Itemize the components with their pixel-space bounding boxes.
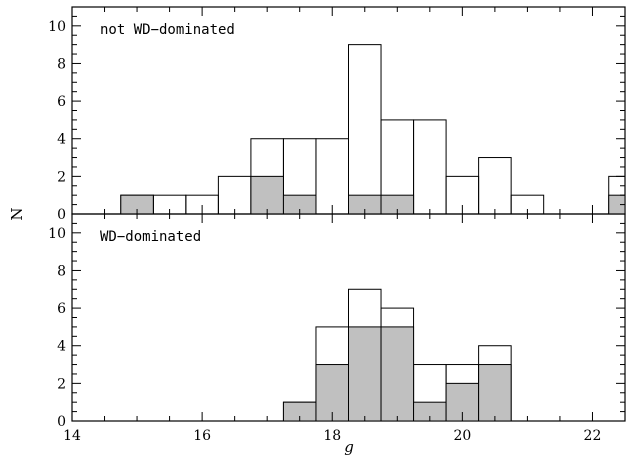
top-outline-bar-17.75 — [315, 138, 349, 215]
top-y-ticks: 0 2 4 6 8 10 — [48, 6, 625, 223]
bottom-y-tick-label: 6 — [57, 301, 66, 317]
top-outline-bar-19.25 — [413, 119, 447, 215]
top-y-tick-label: 10 — [48, 19, 66, 35]
top-y-tick-label: 4 — [57, 132, 66, 148]
top-y-tick-label: 6 — [57, 94, 66, 110]
top-panel-not-wd-dominated: 0 2 4 6 8 10 not WD−dominated — [48, 6, 626, 223]
top-filled-bars — [120, 175, 626, 215]
top-filled-bar-16.75 — [250, 175, 284, 215]
bottom-panel-title: WD−dominated — [100, 229, 201, 245]
bottom-x-tick-label: 14 — [63, 428, 81, 444]
bottom-x-tick-label: 18 — [323, 428, 341, 444]
top-y-tick-label: 8 — [57, 56, 66, 72]
y-axis-label: N — [8, 207, 26, 220]
top-outline-bar-16.25 — [217, 175, 252, 215]
bottom-x-tick-label: 16 — [193, 428, 211, 444]
bottom-y-tick-label: 0 — [57, 414, 66, 430]
bottom-x-tick-label: 20 — [453, 428, 471, 444]
top-panel-title: not WD−dominated — [100, 22, 235, 38]
bottom-filled-bars — [282, 326, 512, 422]
bottom-x-tick-label: 22 — [584, 428, 602, 444]
bottom-x-ticks: 14 16 18 20 22 — [63, 214, 626, 444]
top-x-ticks — [71, 7, 626, 214]
bottom-y-tick-label: 10 — [48, 226, 66, 242]
bottom-y-tick-label: 4 — [57, 339, 66, 355]
bottom-filled-bar-20.25 — [478, 364, 512, 422]
bottom-filled-bar-18.25 — [348, 326, 382, 422]
bottom-y-tick-label: 8 — [57, 263, 66, 279]
top-outline-bar-20.25 — [478, 157, 512, 215]
top-y-tick-label: 0 — [57, 207, 66, 223]
top-y-tick-label: 2 — [57, 169, 66, 185]
x-axis-label: g — [344, 438, 354, 456]
bottom-y-tick-label: 2 — [57, 376, 66, 392]
bottom-panel-wd-dominated: 14 16 18 20 22 0 2 4 6 8 10 WD−dominated — [48, 213, 626, 444]
bottom-y-ticks: 0 2 4 6 8 10 — [48, 213, 625, 430]
bottom-filled-bar-18.75 — [380, 326, 415, 422]
top-outline-bar-18.25 — [348, 44, 382, 215]
top-outline-bars — [120, 44, 626, 215]
